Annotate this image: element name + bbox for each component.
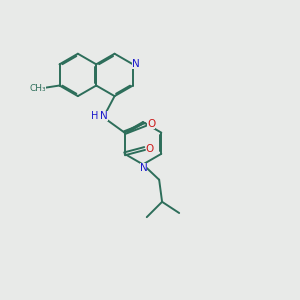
Text: O: O — [147, 119, 155, 129]
Text: O: O — [146, 143, 154, 154]
Text: N: N — [140, 163, 147, 173]
Text: N: N — [132, 59, 140, 69]
Text: H: H — [92, 111, 99, 121]
Text: CH₃: CH₃ — [29, 84, 46, 93]
Text: N: N — [100, 111, 108, 121]
